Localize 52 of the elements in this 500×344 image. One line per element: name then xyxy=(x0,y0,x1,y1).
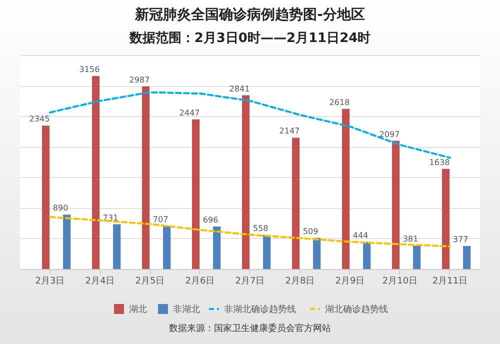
x-tick-label: 2月6日 xyxy=(185,276,215,286)
x-tick-label: 2月9日 xyxy=(335,276,365,286)
bar xyxy=(342,108,350,269)
bar xyxy=(63,214,71,269)
bar xyxy=(163,226,171,269)
bar xyxy=(392,140,400,269)
legend-label: 非湖北 xyxy=(173,304,200,315)
data-label: 696 xyxy=(202,215,218,224)
bar xyxy=(192,119,200,269)
bar xyxy=(463,246,471,269)
data-label: 2447 xyxy=(179,108,200,118)
legend-label: 湖北 xyxy=(129,304,147,315)
bar xyxy=(442,168,450,269)
bar xyxy=(142,86,150,269)
x-tick-label: 2月5日 xyxy=(135,276,165,286)
data-label: 2147 xyxy=(279,126,300,136)
data-label: 731 xyxy=(102,213,118,222)
bar xyxy=(213,226,221,269)
bar xyxy=(263,234,271,269)
data-label: 2841 xyxy=(229,84,250,94)
bar xyxy=(413,246,421,269)
data-label: 377 xyxy=(452,234,468,244)
legend-label: 湖北确诊趋势线 xyxy=(325,304,388,315)
bar xyxy=(42,126,50,269)
chart-subtitle: 数据范围：2月3日0时——2月11日24时 xyxy=(128,31,371,46)
x-tick-label: 2月8日 xyxy=(285,276,315,286)
data-label: 444 xyxy=(352,230,368,240)
data-label: 509 xyxy=(302,226,318,236)
chart-title: 新冠肺炎全国确诊病例趋势图-分地区 xyxy=(134,6,365,23)
x-tick-label: 2月10日 xyxy=(382,276,418,286)
data-label: 890 xyxy=(52,204,68,213)
bar xyxy=(292,138,300,269)
bar xyxy=(242,95,250,269)
x-tick-label: 2月3日 xyxy=(35,276,65,286)
data-label: 3156 xyxy=(79,65,100,74)
x-tick-label: 2月7日 xyxy=(235,276,265,286)
bar xyxy=(113,224,121,269)
bar xyxy=(313,238,321,269)
source-note: 数据来源：国家卫生健康委员会官方网站 xyxy=(168,322,332,335)
data-label: 1638 xyxy=(429,158,450,167)
legend-label: 非湖北确诊趋势线 xyxy=(224,304,296,315)
data-label: 2345 xyxy=(29,114,50,124)
data-label: 2097 xyxy=(379,130,400,139)
data-label: 2618 xyxy=(329,98,350,107)
x-tick-label: 2月4日 xyxy=(85,276,115,286)
bar xyxy=(363,242,371,269)
x-tick-label: 2月11日 xyxy=(432,276,468,286)
data-label: 381 xyxy=(402,234,418,244)
data-label: 558 xyxy=(252,224,268,233)
data-label: 2987 xyxy=(129,75,150,84)
bar xyxy=(92,76,100,269)
data-label: 707 xyxy=(152,214,168,224)
